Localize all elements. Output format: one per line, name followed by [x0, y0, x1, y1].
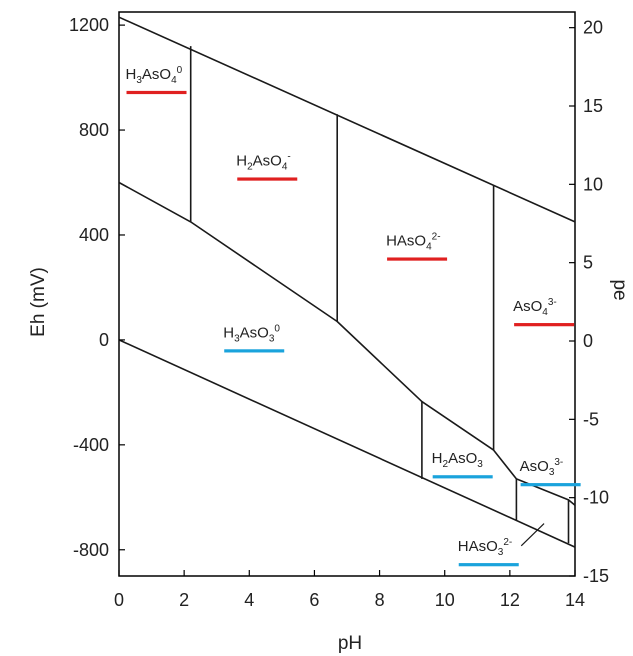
species-label: HAsO32- [458, 537, 513, 558]
plot-frame [118, 11, 576, 577]
species-label: H3AsO30 [223, 323, 280, 344]
y-axis-title-left: Eh (mV) [28, 267, 49, 337]
arsenate-arsenite-boundary-line [118, 181, 576, 506]
boundary-lines [118, 16, 576, 548]
x-tick-label: 8 [375, 590, 385, 610]
y-right-tick-label: -15 [583, 566, 609, 586]
y-right-tick-label: 10 [583, 174, 603, 194]
water-oxidation-limit-line [118, 16, 576, 223]
y-left-tick-label: 800 [79, 120, 109, 140]
species-underline [514, 323, 575, 327]
y-axis-title-right: pe [609, 279, 630, 300]
species-labels: H3AsO40 H2AsO4- HAsO42- AsO43- H3AsO30 H2AsO3… [126, 65, 581, 567]
y-left-tick-label: 0 [99, 330, 109, 350]
axis-ticks: 0 2 4 6 8 10 12 14 -800 -400 0 400 800 1200 -15 -10 -5 0 5… [69, 15, 609, 610]
x-tick-label: 0 [114, 590, 124, 610]
species-label-group: AsO33- [520, 457, 581, 487]
y-right-tick-label: 15 [583, 96, 603, 116]
species-label-group: H2AsO3 [432, 450, 493, 479]
species-label-group: HAsO32- [458, 537, 519, 567]
x-tick-label: 4 [244, 590, 254, 610]
species-label: H2AsO4- [236, 151, 291, 172]
species-underline [432, 475, 493, 479]
species-label-group: AsO43- [513, 297, 575, 327]
species-label: H2AsO3 [432, 450, 484, 470]
species-underline [520, 483, 581, 487]
y-left-tick-label: -400 [73, 435, 109, 455]
species-label-group: HAsO42- [386, 231, 448, 261]
species-label-group: H3AsO40 [126, 65, 187, 95]
species-underline [224, 349, 285, 353]
x-tick-label: 2 [179, 590, 189, 610]
y-right-tick-label: 0 [583, 331, 593, 351]
haso3-leader-line [520, 523, 545, 547]
species-underline [458, 563, 519, 567]
y-left-tick-label: 400 [79, 225, 109, 245]
species-label-group: H2AsO4- [236, 151, 298, 181]
y-right-tick-label: -10 [583, 488, 609, 508]
species-label: AsO33- [520, 457, 564, 478]
y-left-tick-label: -800 [73, 540, 109, 560]
x-tick-label: 12 [500, 590, 520, 610]
species-label-group: H3AsO30 [223, 323, 285, 353]
species-label: AsO43- [513, 297, 557, 318]
x-tick-label: 14 [565, 590, 585, 610]
y-right-tick-label: 5 [583, 253, 593, 273]
species-underline [387, 257, 448, 261]
species-underline [126, 90, 187, 95]
x-tick-label: 10 [435, 590, 455, 610]
x-axis-title: pH [338, 633, 362, 654]
species-label: HAsO42- [386, 231, 441, 252]
species-underline [237, 177, 298, 181]
y-right-tick-label: -5 [583, 409, 599, 429]
y-left-tick-label: 1200 [69, 15, 109, 35]
x-tick-label: 6 [309, 590, 319, 610]
y-right-tick-label: 20 [583, 18, 603, 38]
species-label: H3AsO40 [126, 65, 183, 86]
water-reduction-limit-line [118, 339, 576, 548]
